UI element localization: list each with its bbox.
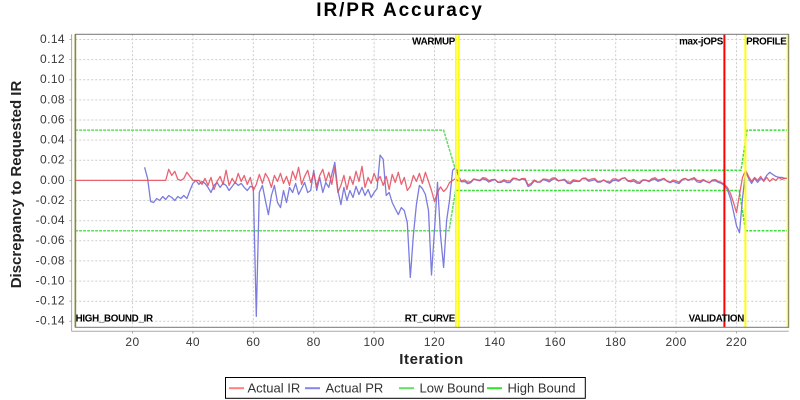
svg-text:Actual PR: Actual PR (326, 381, 384, 396)
svg-text:20: 20 (125, 335, 139, 349)
svg-text:100: 100 (363, 335, 384, 349)
svg-text:Discrepancy to Requested IR: Discrepancy to Requested IR (8, 81, 25, 289)
svg-text:-0.12: -0.12 (36, 294, 65, 308)
svg-text:High Bound: High Bound (508, 381, 576, 396)
svg-text:Iteration: Iteration (399, 351, 464, 368)
svg-text:180: 180 (605, 335, 626, 349)
svg-text:-0.08: -0.08 (36, 253, 65, 267)
svg-text:VALIDATION: VALIDATION (689, 313, 745, 324)
svg-text:60: 60 (246, 335, 260, 349)
svg-text:160: 160 (545, 335, 566, 349)
svg-text:120: 120 (424, 335, 445, 349)
svg-text:-0.06: -0.06 (36, 233, 65, 247)
svg-text:RT_CURVE: RT_CURVE (405, 313, 456, 324)
svg-text:0.06: 0.06 (40, 112, 65, 126)
svg-text:0.10: 0.10 (40, 72, 65, 86)
svg-text:max-jOPS: max-jOPS (679, 37, 724, 48)
svg-text:IR/PR Accuracy: IR/PR Accuracy (316, 0, 483, 21)
svg-text:0.04: 0.04 (40, 133, 65, 147)
svg-text:80: 80 (307, 335, 321, 349)
svg-text:220: 220 (726, 335, 747, 349)
svg-text:PROFILE: PROFILE (746, 37, 787, 48)
svg-text:0.00: 0.00 (40, 173, 65, 187)
svg-text:-0.02: -0.02 (36, 193, 65, 207)
svg-text:0.14: 0.14 (40, 32, 65, 46)
svg-text:-0.04: -0.04 (36, 213, 65, 227)
svg-text:0.08: 0.08 (40, 92, 65, 106)
svg-text:Low Bound: Low Bound (420, 381, 485, 396)
svg-text:140: 140 (484, 335, 505, 349)
svg-text:HIGH_BOUND_IR: HIGH_BOUND_IR (76, 313, 153, 324)
svg-text:0.02: 0.02 (40, 153, 65, 167)
svg-text:WARMUP: WARMUP (412, 37, 456, 48)
svg-text:Actual IR: Actual IR (248, 381, 301, 396)
svg-text:40: 40 (186, 335, 200, 349)
svg-text:-0.10: -0.10 (36, 273, 65, 287)
svg-text:0.12: 0.12 (40, 52, 65, 66)
svg-text:-0.14: -0.14 (36, 314, 65, 328)
svg-text:200: 200 (665, 335, 686, 349)
